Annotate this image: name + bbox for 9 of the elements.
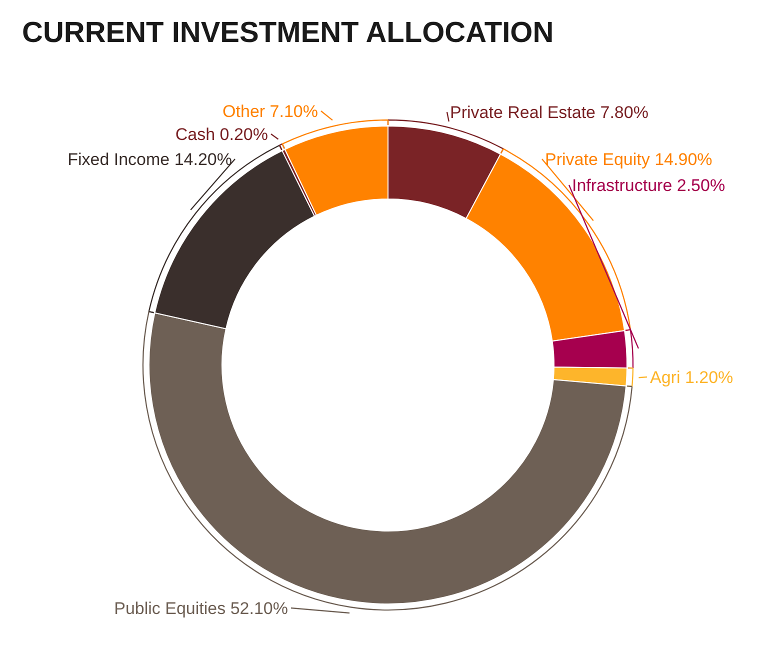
slice-label: Infrastructure 2.50% xyxy=(572,176,726,195)
slice-label: Cash 0.20% xyxy=(175,125,268,144)
slice-label: Private Real Estate 7.80% xyxy=(450,103,648,122)
slice-label: Private Equity 14.90% xyxy=(545,150,712,169)
legend-label: Agri 1.20% xyxy=(650,368,734,387)
slice-label: Fixed Income 14.20% xyxy=(68,150,232,169)
slice-label: Other 7.10% xyxy=(222,102,318,121)
slice-label: Public Equities 52.10% xyxy=(114,599,288,618)
chart-title: CURRENT INVESTMENT ALLOCATION xyxy=(22,17,554,49)
